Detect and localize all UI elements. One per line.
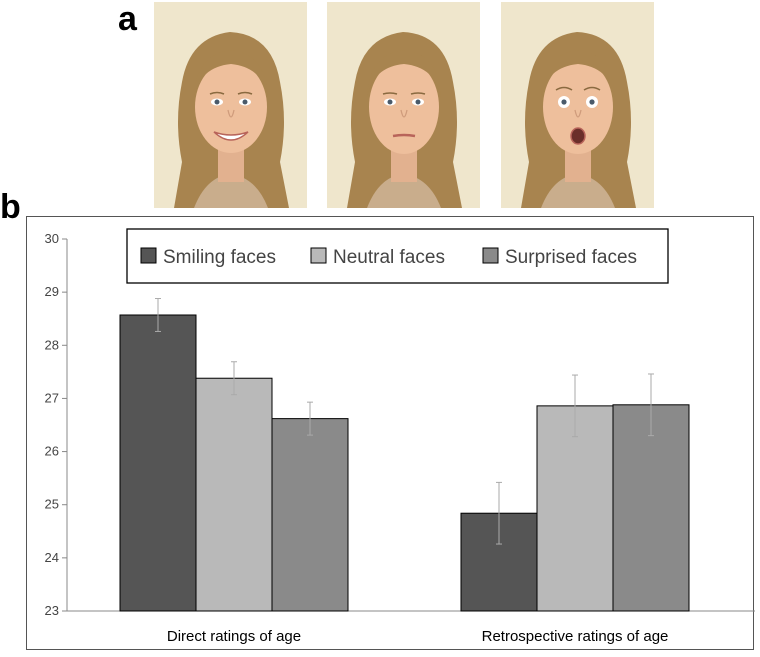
bar-chart: 23 24 25 26 27 28 29 30 Direct ratings of age Re…: [26, 216, 755, 650]
neutral-face-photo: [327, 2, 480, 208]
legend-swatch: [310, 247, 327, 264]
y-tick-label: 29: [45, 284, 59, 299]
legend-label: Smiling faces: [163, 247, 276, 268]
error-bars: [155, 298, 654, 545]
smiling-face-photo: [154, 2, 307, 208]
panel-label-a: a: [118, 0, 137, 38]
legend-swatch: [482, 247, 499, 264]
y-tick-label: 30: [45, 231, 59, 246]
bar: [195, 377, 273, 612]
y-tick-label: 26: [45, 444, 59, 459]
surprised-face-photo: [501, 2, 654, 208]
category-label: Direct ratings of age: [167, 628, 301, 645]
category-labels: Direct ratings of age Retrospective ratin…: [167, 628, 669, 645]
y-tick-label: 28: [45, 337, 59, 352]
bar: [271, 418, 349, 612]
panel-label-b: b: [0, 188, 21, 226]
y-tick-label: 24: [45, 550, 59, 565]
chart-canvas: 23 24 25 26 27 28 29 30 Direct ratings of age Re…: [45, 228, 755, 645]
legend-label: Neutral faces: [333, 247, 445, 268]
bar: [536, 405, 614, 612]
bar: [119, 314, 197, 612]
legend-label: Surprised faces: [505, 247, 637, 268]
y-tick-label: 25: [45, 497, 59, 512]
bars: [119, 314, 690, 612]
bar: [612, 404, 690, 612]
legend-swatch: [140, 247, 157, 264]
category-label: Retrospective ratings of age: [482, 628, 669, 645]
y-tick-label: 23: [45, 603, 59, 618]
y-tick-label: 27: [45, 390, 59, 405]
legend: Smiling faces Neutral faces Surprised face…: [126, 228, 669, 284]
